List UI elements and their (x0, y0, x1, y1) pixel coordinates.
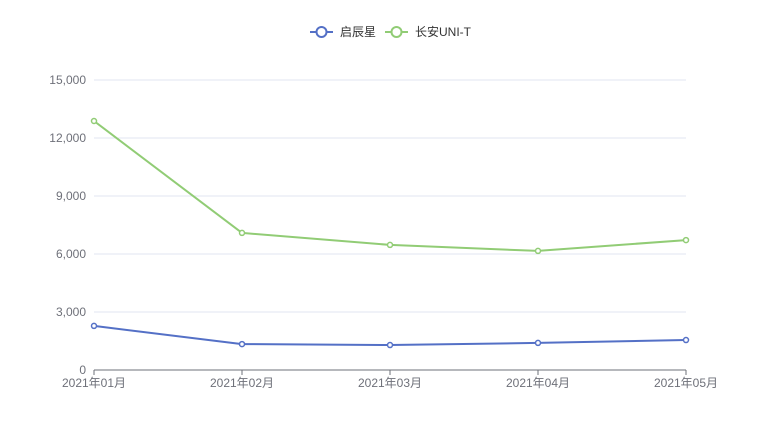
data-point[interactable] (534, 247, 542, 255)
legend-label: 长安UNI-T (415, 24, 472, 39)
data-point[interactable] (238, 229, 246, 237)
y-tick-label: 12,000 (49, 131, 86, 145)
legend-item-series-1[interactable]: 长安UNI-T (385, 24, 472, 39)
y-tick-label: 0 (79, 363, 86, 377)
y-tick-label: 15,000 (49, 73, 86, 87)
x-tick-label: 2021年05月 (654, 376, 718, 390)
y-tick-label: 9,000 (56, 189, 86, 203)
data-point[interactable] (238, 340, 246, 348)
y-tick-label: 3,000 (56, 305, 86, 319)
legend-circle-icon (315, 26, 328, 38)
data-point[interactable] (682, 336, 690, 344)
data-point[interactable] (90, 322, 98, 330)
legend-label: 启辰星 (340, 25, 376, 39)
legend: 启辰星 长安UNI-T (310, 24, 472, 39)
series-layer (90, 117, 690, 349)
axes: 0 3,000 6,000 9,000 12,000 15,000 2021年01月 2021… (49, 73, 718, 390)
data-point[interactable] (386, 341, 394, 349)
series-line-1 (93, 120, 687, 252)
x-tick-label: 2021年03月 (358, 376, 422, 390)
x-tick-label: 2021年04月 (506, 376, 570, 390)
data-point[interactable] (90, 117, 98, 125)
data-point[interactable] (386, 241, 394, 249)
data-point[interactable] (534, 339, 542, 347)
legend-circle-icon (390, 26, 403, 38)
grid (94, 79, 686, 313)
data-point[interactable] (682, 236, 690, 244)
legend-item-series-0[interactable]: 启辰星 (310, 25, 376, 39)
y-tick-label: 6,000 (56, 247, 86, 261)
x-tick-label: 2021年02月 (210, 376, 274, 390)
x-tick-label: 2021年01月 (62, 376, 126, 390)
